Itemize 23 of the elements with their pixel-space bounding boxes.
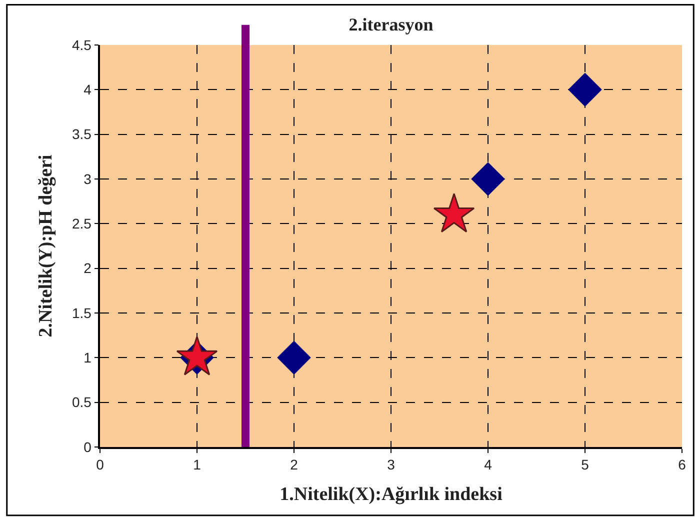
y-tick-label: 3.5 xyxy=(72,126,92,142)
x-tick-label: 1 xyxy=(193,456,202,473)
x-tick-label: 5 xyxy=(581,456,590,473)
y-tick-label: 3 xyxy=(84,170,92,187)
x-tick-label: 2 xyxy=(290,456,298,473)
y-tick-label: 4.5 xyxy=(72,36,92,53)
y-tick-label: 0.5 xyxy=(72,394,92,410)
y-tick-label: 0 xyxy=(84,438,92,455)
chart-title: 2.iterasyon xyxy=(348,14,434,35)
x-axis-title: 1.Nitelik(X):Ağırlık indeksi xyxy=(280,484,502,505)
y-tick-label: 2.5 xyxy=(72,216,92,232)
point xyxy=(568,72,602,107)
y-tick-label: 1 xyxy=(84,350,92,366)
x-tick-label: 3 xyxy=(387,456,396,473)
y-tick-label: 2 xyxy=(84,260,92,276)
x-tick-label: 4 xyxy=(484,456,492,473)
y-tick-label: 1.5 xyxy=(72,304,92,321)
point xyxy=(471,162,505,196)
x-tick-label: 0 xyxy=(96,456,104,473)
x-tick-label: 6 xyxy=(678,456,686,473)
y-axis-title: 2.Nitelik(Y):pH değeri xyxy=(35,154,56,338)
y-tick-label: 4 xyxy=(84,82,92,98)
point xyxy=(277,340,311,375)
